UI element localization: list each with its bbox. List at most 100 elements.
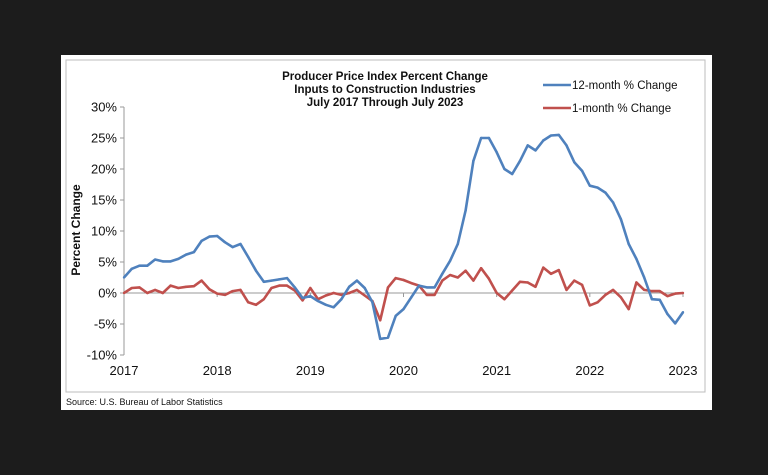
data-point [472, 279, 475, 282]
data-point [658, 298, 661, 302]
data-point [394, 276, 397, 280]
data-point [363, 286, 366, 290]
data-point [301, 296, 304, 300]
data-point [192, 284, 196, 288]
data-point [456, 276, 460, 279]
data-point [674, 292, 677, 295]
data-point [200, 279, 203, 282]
data-point [184, 253, 188, 256]
data-point [340, 293, 343, 297]
y-tick-label: 0% [98, 286, 117, 301]
data-point [386, 286, 390, 289]
data-point [518, 159, 522, 163]
data-point [658, 289, 661, 293]
y-tick-label: 30% [91, 100, 117, 115]
data-point [518, 280, 522, 284]
x-tick-label: 2019 [296, 363, 325, 378]
data-point [448, 259, 452, 262]
data-point [231, 289, 234, 293]
data-point [635, 257, 638, 261]
data-point [169, 284, 172, 287]
data-point [650, 289, 654, 293]
data-point [301, 299, 304, 302]
data-point [526, 281, 529, 284]
data-point [565, 288, 568, 292]
data-point [557, 133, 560, 137]
data-point [223, 240, 227, 244]
data-point [534, 149, 537, 152]
data-point [394, 314, 397, 318]
data-point [588, 304, 592, 307]
data-point [355, 288, 359, 292]
data-point [169, 260, 172, 263]
data-point [464, 269, 467, 272]
data-point [153, 258, 157, 261]
data-point [565, 144, 568, 147]
title-line-2: Inputs to Construction Industries [294, 84, 475, 96]
data-point [441, 272, 444, 275]
data-point [363, 294, 366, 297]
data-point [177, 286, 180, 290]
data-point [642, 288, 646, 292]
y-tick-label: -10% [87, 348, 118, 363]
y-tick-label: 5% [98, 255, 117, 270]
data-point [479, 136, 483, 140]
data-point [379, 319, 382, 322]
data-point [208, 235, 211, 238]
data-point [278, 278, 281, 281]
series-1-month [122, 266, 685, 322]
data-point [542, 139, 545, 142]
data-point [355, 279, 359, 282]
data-point [138, 286, 141, 289]
data-point [448, 273, 452, 277]
x-tick-label: 2018 [203, 363, 232, 378]
data-point [549, 134, 553, 137]
data-point [503, 298, 506, 301]
x-tick-label: 2022 [575, 363, 604, 378]
data-point [410, 281, 413, 285]
data-point [316, 299, 320, 303]
data-point [254, 269, 258, 272]
title-line-3: July 2017 Through July 2023 [307, 97, 464, 109]
data-point [146, 264, 149, 267]
data-point [324, 303, 328, 306]
data-point [309, 286, 312, 290]
data-point [425, 286, 428, 289]
data-point [619, 296, 623, 299]
data-point [666, 312, 669, 316]
data-point [402, 307, 405, 311]
data-point [596, 186, 599, 189]
data-point [472, 159, 475, 163]
data-point [487, 136, 491, 140]
data-point [402, 278, 405, 282]
data-point [332, 291, 335, 295]
x-tick-label: 2023 [669, 363, 698, 378]
data-point [262, 298, 265, 301]
data-point [379, 337, 382, 341]
data-point [309, 294, 312, 298]
data-point [650, 298, 654, 301]
legend-label-12-month: 12-month % Change [572, 80, 677, 92]
data-point [580, 169, 584, 173]
data-point [588, 184, 592, 187]
data-point [262, 280, 265, 284]
y-tick-label: -5% [94, 317, 118, 332]
data-point [239, 288, 242, 292]
data-point [433, 286, 436, 289]
data-point [285, 284, 289, 287]
data-point [681, 291, 685, 295]
series-12-month [122, 133, 685, 341]
data-point [619, 218, 623, 221]
data-point [130, 286, 133, 290]
data-point [441, 279, 444, 282]
data-point [247, 301, 250, 304]
y-tick-label: 10% [91, 224, 117, 239]
data-point [573, 279, 576, 282]
data-point [215, 292, 219, 295]
data-point [324, 294, 328, 297]
data-point [503, 167, 506, 171]
data-point [223, 293, 227, 297]
data-point [604, 293, 607, 297]
data-point [130, 267, 133, 271]
